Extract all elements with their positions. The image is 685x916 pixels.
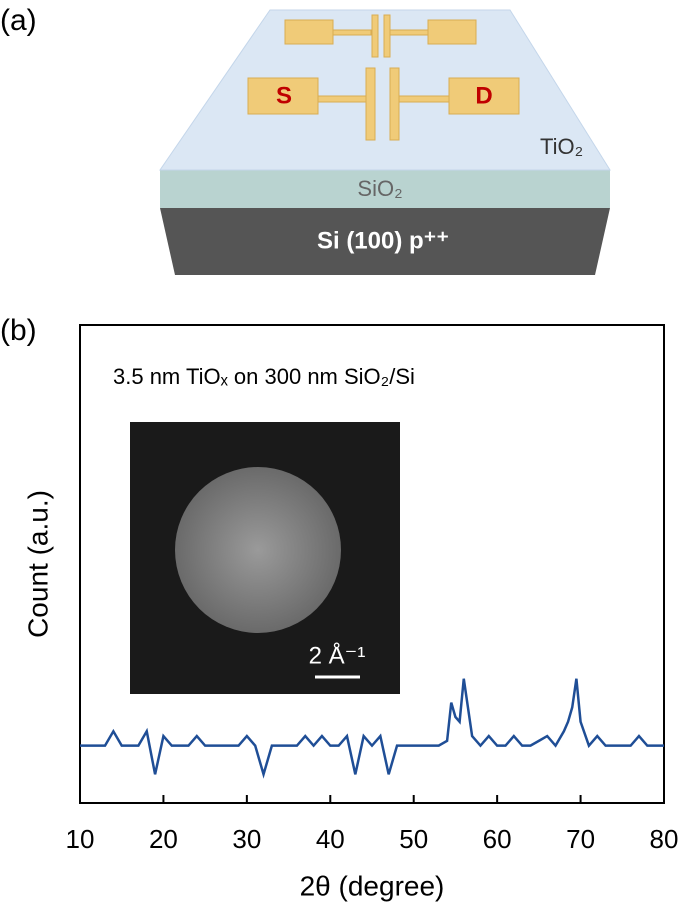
sio2-layer (160, 170, 610, 208)
tio2-label: TiO₂ (540, 134, 583, 159)
data-line (80, 678, 664, 779)
y-axis-title: Count (a.u.) (22, 490, 53, 638)
x-tick-label: 70 (566, 824, 595, 854)
panel-label: (a) (0, 4, 37, 37)
x-tick-label: 80 (650, 824, 679, 854)
electrodes (247, 14, 520, 141)
si-layer (160, 208, 610, 275)
panel-label: (b) (0, 314, 37, 347)
drain-label: D (475, 82, 492, 109)
sio2-label: SiO₂ (357, 176, 402, 201)
source-label: S (276, 82, 292, 109)
plot-frame (79, 324, 665, 804)
x-tick-label: 50 (399, 824, 428, 854)
x-tick-label: 10 (66, 824, 95, 854)
x-tick-label: 30 (232, 824, 261, 854)
si-label: Si (100) p⁺⁺ (317, 227, 449, 254)
x-tick-label: 20 (149, 824, 178, 854)
inset-disc (175, 467, 341, 633)
scale-label: 2 Å⁻¹ (309, 641, 366, 669)
annotation: 3.5 nm TiOₓ on 300 nm SiO₂/Si (113, 364, 415, 389)
x-tick-label: 40 (316, 824, 345, 854)
x-tick-label: 60 (483, 824, 512, 854)
tio2-layer (159, 9, 611, 171)
x-axis-title: 2θ (degree) (300, 870, 445, 901)
